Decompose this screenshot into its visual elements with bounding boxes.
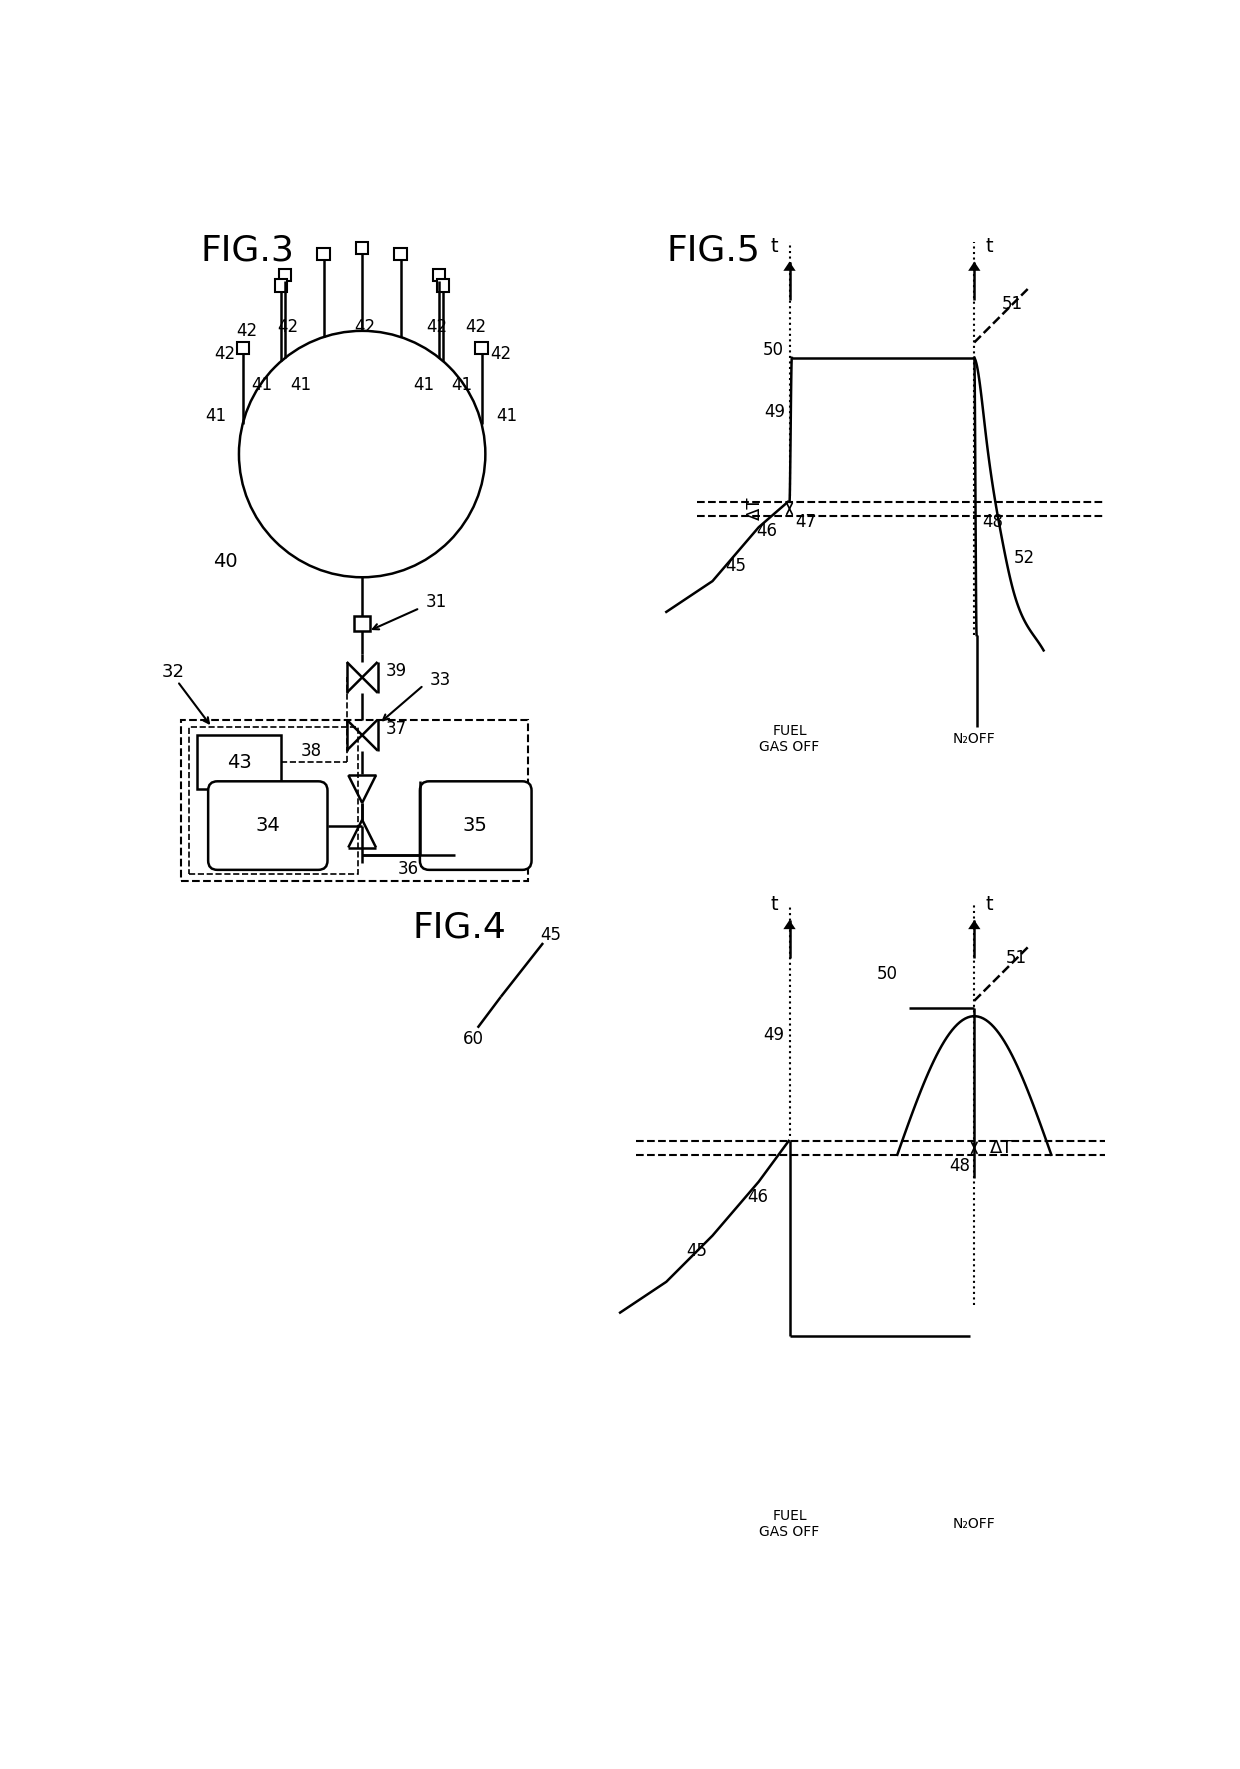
Text: t: t: [986, 237, 993, 257]
Text: N₂OFF: N₂OFF: [952, 1518, 996, 1532]
Text: 39: 39: [386, 662, 407, 681]
Bar: [188, 727, 358, 874]
Bar: [356, 242, 368, 255]
Text: 32: 32: [162, 663, 185, 681]
Text: 45: 45: [725, 557, 746, 575]
Text: 49: 49: [765, 403, 786, 421]
Polygon shape: [784, 920, 796, 929]
Text: ΔT: ΔT: [990, 1139, 1013, 1157]
Text: 42: 42: [465, 318, 486, 336]
Text: 42: 42: [215, 345, 236, 363]
Text: 51: 51: [1002, 295, 1023, 313]
Bar: [181, 720, 528, 881]
Text: 41: 41: [451, 375, 472, 394]
Text: 41: 41: [206, 407, 227, 425]
Text: 45: 45: [687, 1242, 708, 1260]
Text: 33: 33: [430, 670, 451, 688]
Text: 52: 52: [1014, 548, 1035, 568]
Bar: [197, 736, 281, 789]
Polygon shape: [968, 920, 981, 929]
Text: 42: 42: [490, 345, 511, 363]
Text: 45: 45: [541, 927, 562, 945]
Text: 40: 40: [213, 552, 237, 571]
Text: 47: 47: [796, 513, 817, 531]
Text: t: t: [770, 237, 777, 257]
Text: N₂OFF: N₂OFF: [952, 732, 996, 747]
Text: FUEL
GAS OFF: FUEL GAS OFF: [759, 1509, 820, 1539]
Text: 41: 41: [290, 375, 311, 394]
Text: 51: 51: [1006, 950, 1027, 968]
Polygon shape: [784, 262, 796, 271]
Text: 35: 35: [463, 817, 487, 835]
Text: 48: 48: [950, 1157, 971, 1175]
Text: FIG.5: FIG.5: [666, 234, 760, 267]
Text: 41: 41: [496, 407, 517, 425]
FancyBboxPatch shape: [208, 782, 327, 870]
Text: 41: 41: [413, 375, 434, 394]
Text: FIG.3: FIG.3: [201, 234, 294, 267]
Text: 43: 43: [227, 752, 252, 771]
Bar: [237, 341, 249, 354]
Text: FIG.4: FIG.4: [412, 911, 506, 945]
Bar: [433, 269, 445, 281]
Text: 60: 60: [464, 1030, 485, 1049]
Text: 50: 50: [877, 964, 898, 984]
Text: 36: 36: [398, 860, 419, 877]
Polygon shape: [968, 262, 981, 271]
Text: 31: 31: [427, 593, 448, 610]
Text: 42: 42: [236, 322, 257, 340]
Text: 34: 34: [255, 817, 280, 835]
Text: 50: 50: [763, 341, 784, 359]
Text: 42: 42: [427, 318, 448, 336]
Bar: [436, 280, 449, 292]
Text: 38: 38: [300, 741, 321, 759]
Bar: [317, 248, 330, 260]
Bar: [279, 269, 291, 281]
Bar: [355, 616, 370, 632]
Text: 46: 46: [746, 1189, 768, 1206]
Text: 46: 46: [756, 522, 777, 540]
Bar: [275, 280, 288, 292]
Text: t: t: [770, 895, 777, 915]
Text: ΔT: ΔT: [745, 497, 764, 520]
Text: 42: 42: [353, 318, 374, 336]
Bar: [394, 248, 407, 260]
Text: t: t: [986, 895, 993, 915]
Circle shape: [239, 331, 485, 577]
Text: 37: 37: [386, 720, 407, 738]
Text: FUEL
GAS OFF: FUEL GAS OFF: [759, 724, 820, 754]
Text: 48: 48: [982, 513, 1003, 531]
Text: 49: 49: [764, 1026, 785, 1044]
Bar: [475, 341, 487, 354]
Text: 41: 41: [252, 375, 273, 394]
FancyBboxPatch shape: [420, 782, 532, 870]
Text: 42: 42: [277, 318, 298, 336]
